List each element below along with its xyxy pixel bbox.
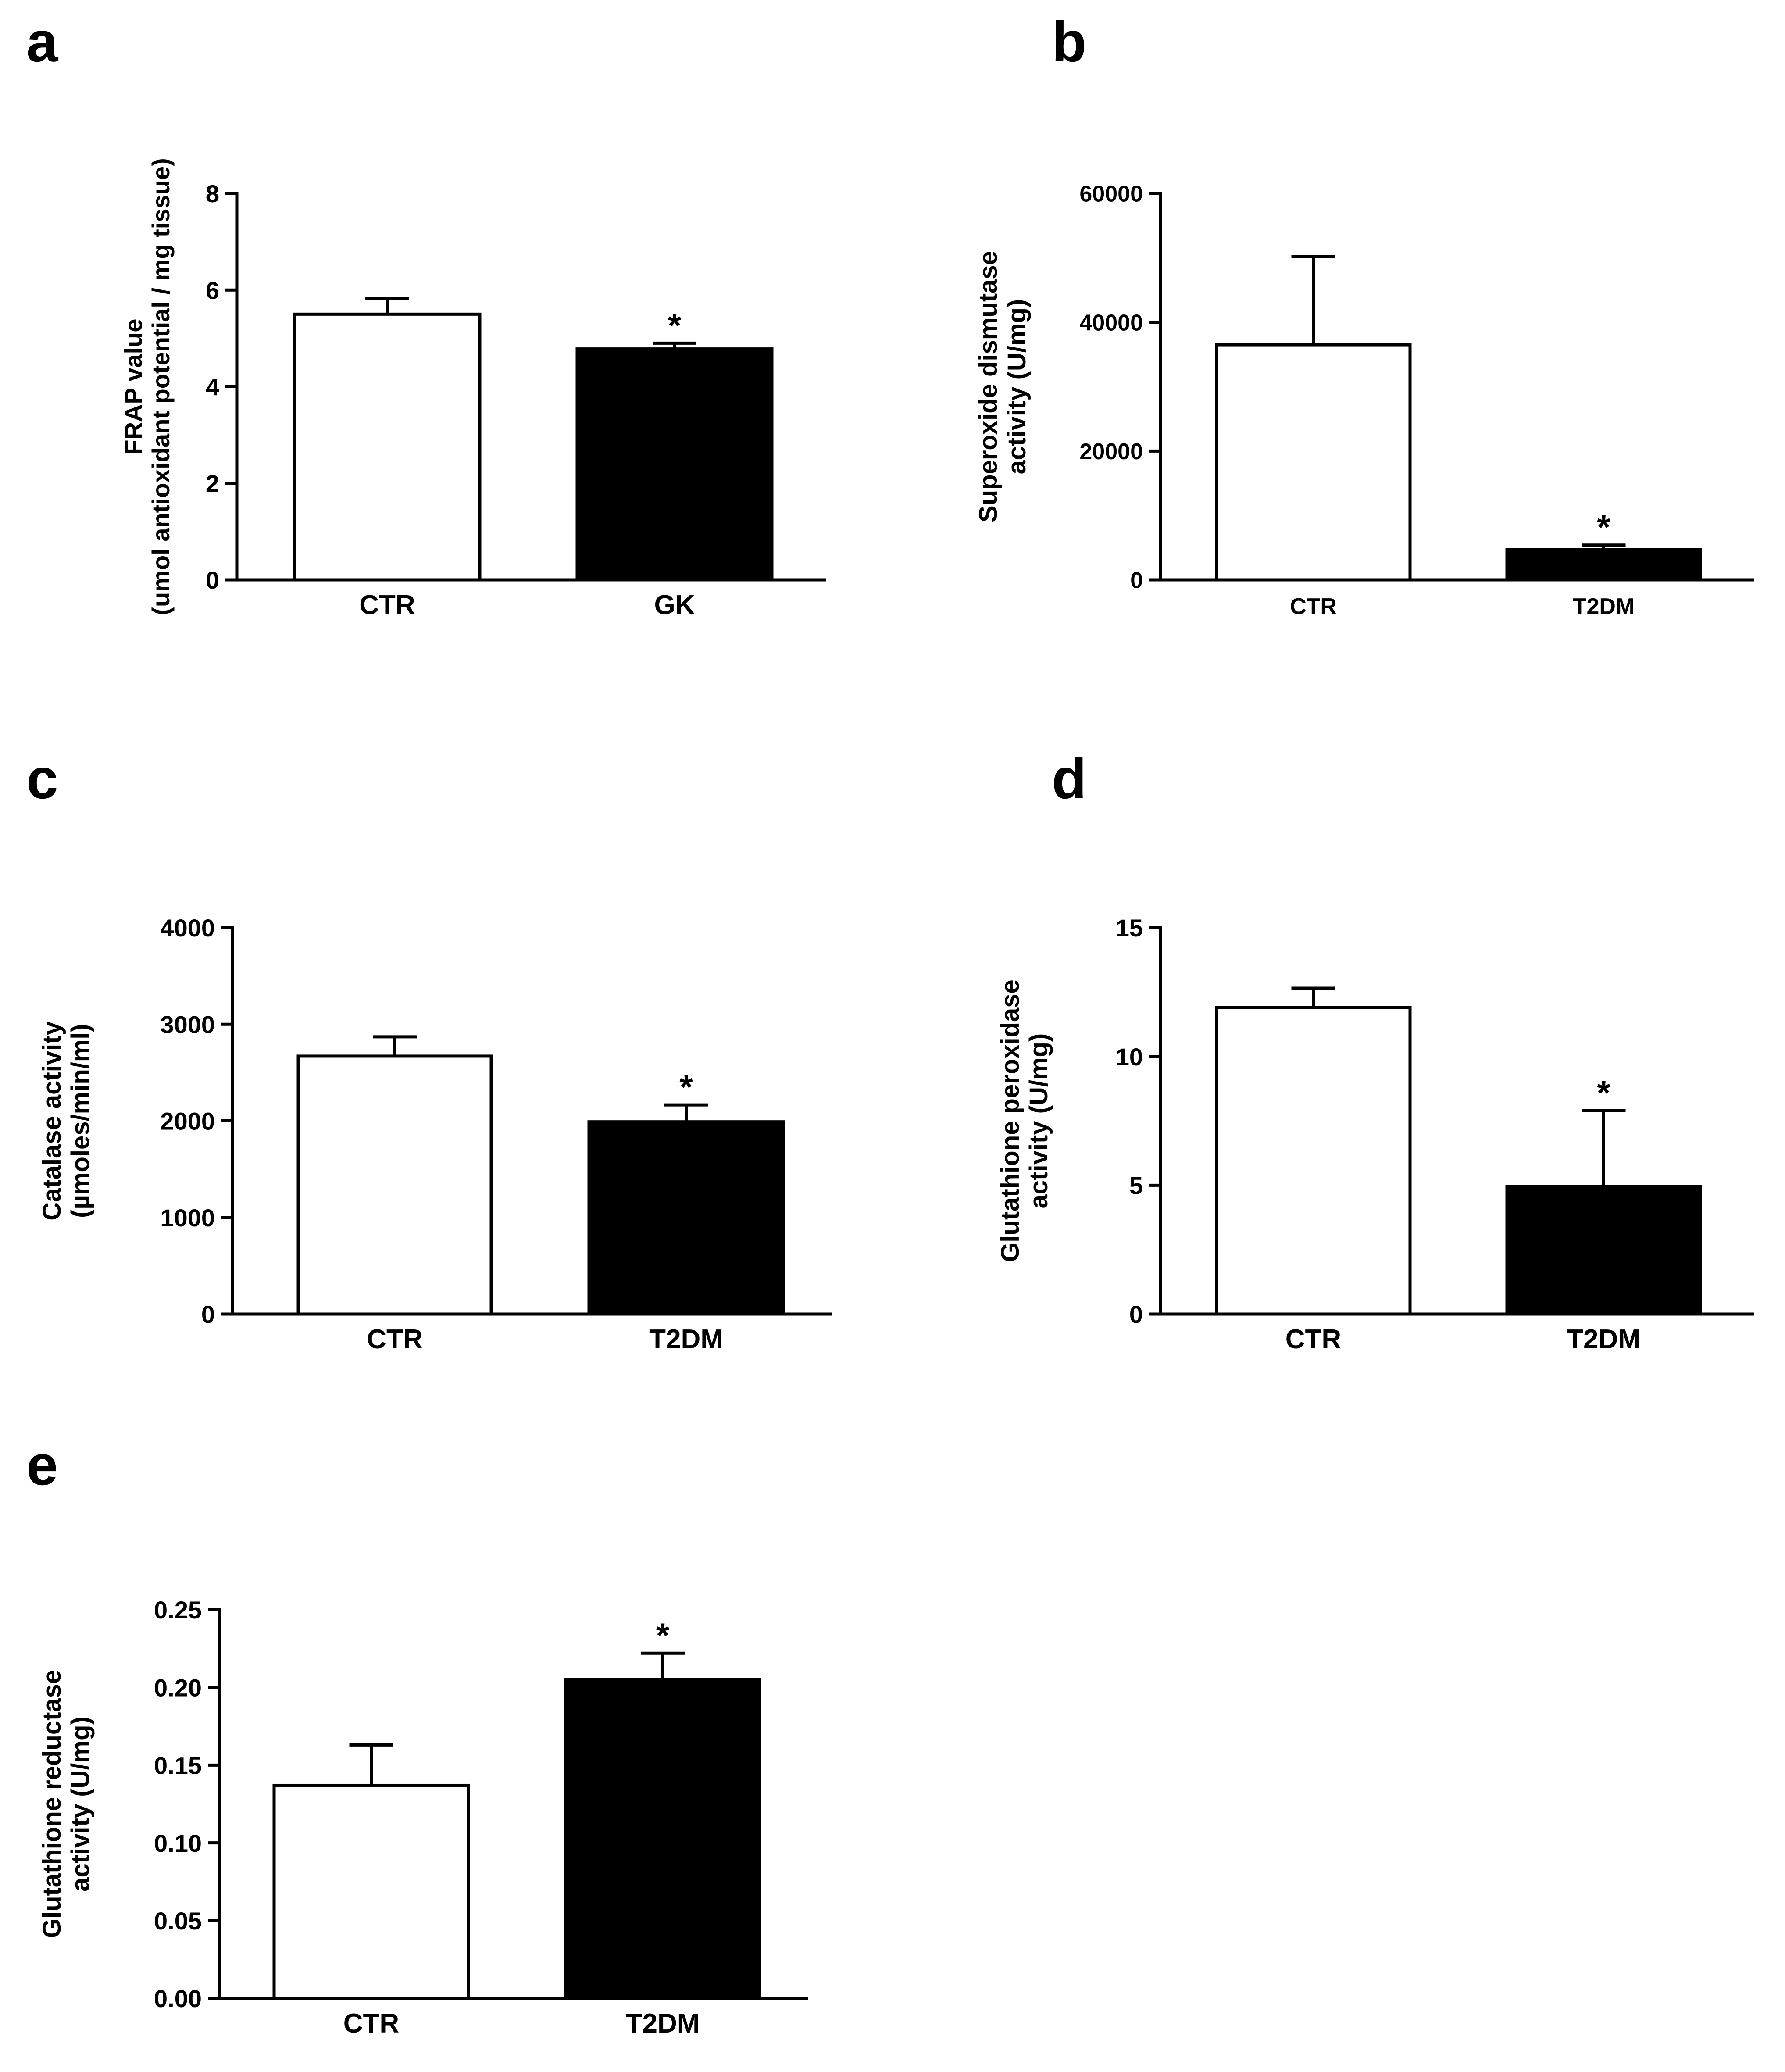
category-label: CTR bbox=[359, 590, 415, 620]
category-label: T2DM bbox=[626, 2008, 700, 2039]
panel-letter: e bbox=[26, 1433, 58, 1497]
y-tick-label: 20000 bbox=[1079, 439, 1143, 464]
y-tick-label: 15 bbox=[1116, 914, 1143, 942]
panel-c: c 0 1000 2000 3000 4000 Catalase activity (µmol… bbox=[26, 747, 832, 1354]
y-tick-label: 60000 bbox=[1079, 182, 1143, 207]
panel-letter: d bbox=[1052, 747, 1086, 811]
panel-letter: b bbox=[1052, 10, 1086, 74]
significance-marker: * bbox=[1597, 508, 1610, 547]
significance-marker: * bbox=[656, 1616, 670, 1654]
y-axis-label: Catalase activity bbox=[38, 1021, 66, 1221]
y-tick-label: 3000 bbox=[160, 1011, 215, 1038]
y-axis-label: Superoxide dismutase bbox=[974, 251, 1003, 522]
y-tick-label: 0 bbox=[201, 1300, 215, 1328]
y-tick-label: 10 bbox=[1116, 1043, 1143, 1071]
category-label: GK bbox=[654, 590, 695, 620]
y-axis-label: (µmoles/min/ml) bbox=[66, 1024, 95, 1218]
y-tick-label: 6 bbox=[206, 276, 219, 304]
panel-d: d 0 5 10 15 Glutathione peroxidase activity (U… bbox=[996, 747, 1754, 1354]
panel-e: e 0.00 0.05 0.10 0.15 0.20 0.25 Glutathione red… bbox=[26, 1433, 808, 2039]
y-tick-label: 1000 bbox=[160, 1204, 215, 1232]
panel-letter: c bbox=[26, 747, 58, 811]
y-axis-label: Glutathione reductase bbox=[38, 1670, 66, 1938]
y-tick-label: 2 bbox=[206, 470, 219, 497]
y-tick-label: 0.00 bbox=[154, 1985, 202, 2012]
y-tick-label: 2000 bbox=[160, 1107, 215, 1135]
y-tick-label: 40000 bbox=[1079, 310, 1143, 336]
bar-ctr bbox=[296, 1054, 493, 1316]
bar-gk bbox=[575, 347, 774, 582]
y-axis-label: activity (U/mg) bbox=[66, 1716, 95, 1892]
category-label: T2DM bbox=[1573, 594, 1635, 619]
category-label: T2DM bbox=[649, 1324, 723, 1354]
significance-marker: * bbox=[1597, 1073, 1610, 1112]
bar-ctr bbox=[1215, 1006, 1412, 1316]
y-tick-label: 0.25 bbox=[154, 1596, 202, 1624]
bar-ctr bbox=[293, 312, 482, 582]
category-label: CTR bbox=[1290, 594, 1337, 619]
bar-ctr bbox=[272, 1783, 470, 2000]
y-tick-label: 4 bbox=[206, 373, 219, 401]
bar-t2dm bbox=[1505, 1185, 1702, 1316]
bar-t2dm bbox=[1505, 548, 1702, 582]
y-tick-label: 0.20 bbox=[154, 1674, 202, 1701]
y-tick-label: 0.05 bbox=[154, 1907, 202, 1935]
y-tick-label: 5 bbox=[1129, 1172, 1143, 1199]
significance-marker: * bbox=[668, 306, 682, 344]
y-axis-label: activity (U/mg) bbox=[1003, 299, 1031, 475]
category-label: CTR bbox=[1285, 1324, 1341, 1354]
y-tick-label: 0 bbox=[1129, 1300, 1143, 1328]
y-axis-label: FRAP value bbox=[119, 318, 147, 454]
y-tick-label: 0 bbox=[206, 566, 219, 594]
y-tick-label: 0 bbox=[1130, 568, 1143, 593]
panel-a: a 0 2 4 6 8 FRAP value (umol antioxidant potent… bbox=[26, 10, 826, 620]
panel-letter: a bbox=[26, 10, 59, 74]
panel-b: b 0 20000 40000 60000 Superoxide dismutase act… bbox=[974, 10, 1754, 619]
y-axis-label: (umol antioxidant potential / mg tissue) bbox=[147, 158, 175, 615]
category-label: T2DM bbox=[1567, 1324, 1641, 1354]
y-tick-label: 4000 bbox=[160, 914, 215, 942]
bar-t2dm bbox=[564, 1678, 761, 2000]
y-axis-label: activity (U/mg) bbox=[1025, 1033, 1053, 1209]
category-label: CTR bbox=[367, 1324, 422, 1354]
category-label: CTR bbox=[343, 2008, 399, 2039]
y-tick-label: 8 bbox=[206, 180, 219, 207]
bar-t2dm bbox=[587, 1120, 785, 1316]
y-axis-label: Glutathione peroxidase bbox=[996, 979, 1025, 1262]
y-tick-label: 0.10 bbox=[154, 1829, 202, 1857]
significance-marker: * bbox=[679, 1068, 693, 1106]
bar-ctr bbox=[1215, 343, 1412, 582]
y-tick-label: 0.15 bbox=[154, 1752, 202, 1779]
